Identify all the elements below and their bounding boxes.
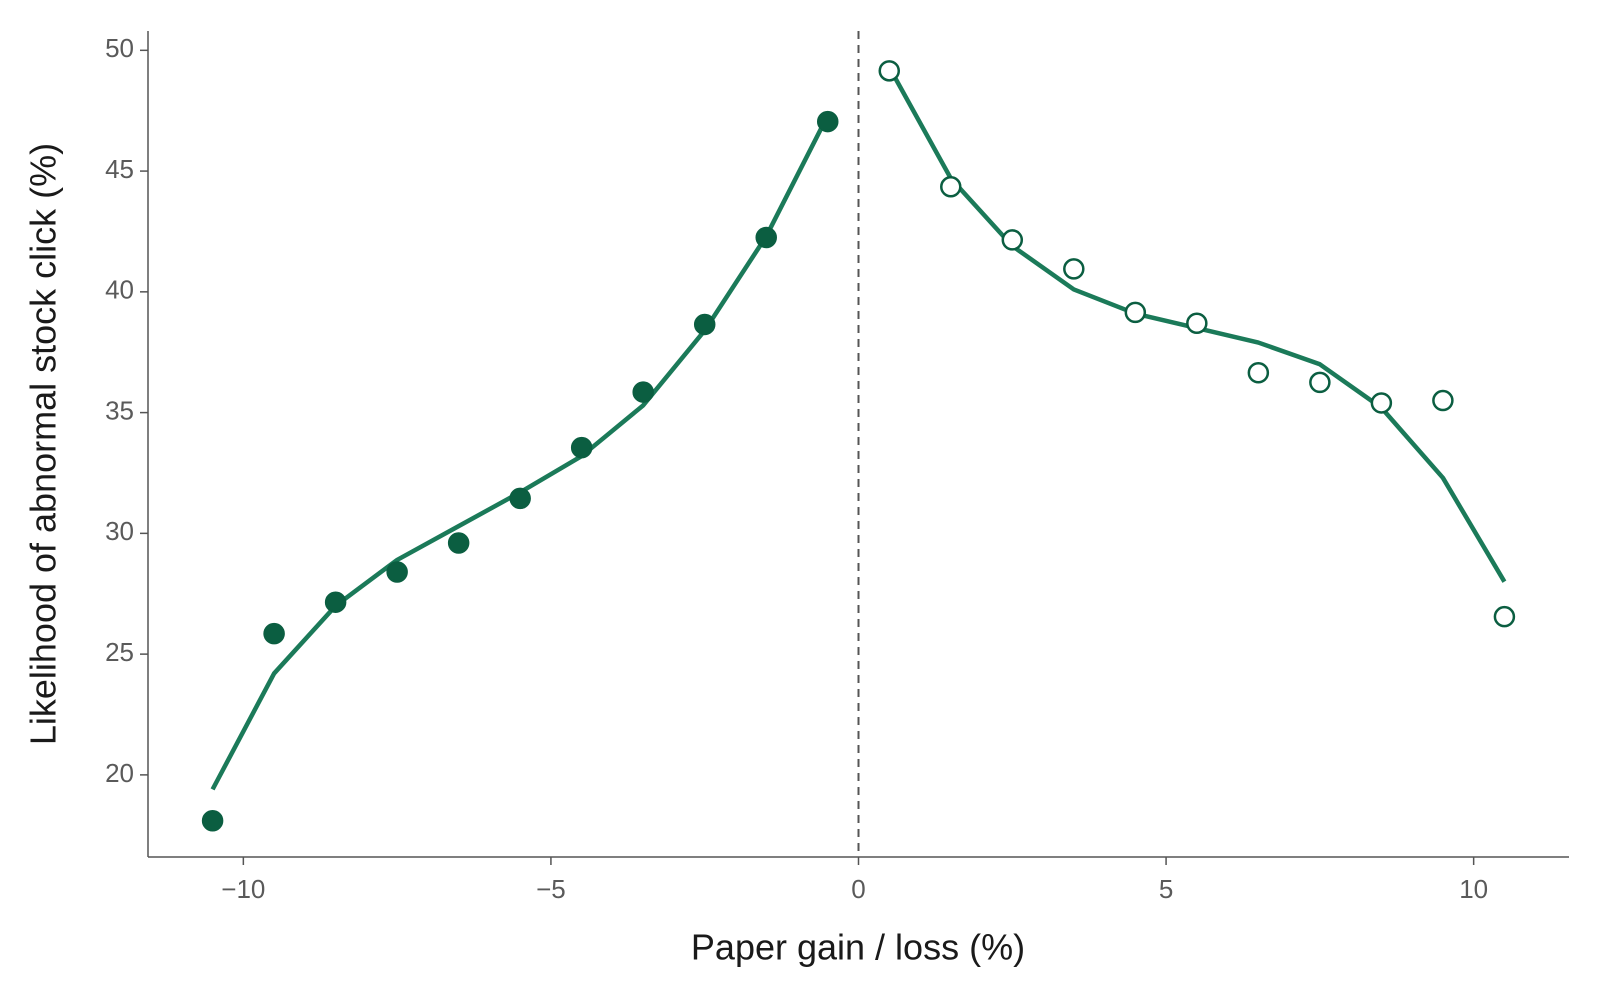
data-point bbox=[1001, 229, 1024, 251]
data-point bbox=[1370, 392, 1393, 414]
y-axis-label: Likelihood of abnormal stock click (%) bbox=[23, 143, 64, 745]
data-point bbox=[1493, 605, 1516, 628]
y-tick-label: 20 bbox=[105, 758, 134, 788]
data-point bbox=[570, 436, 593, 459]
data-point bbox=[1247, 362, 1270, 384]
data-point bbox=[1063, 258, 1085, 280]
data-point bbox=[940, 176, 962, 198]
data-point bbox=[693, 313, 716, 336]
data-point bbox=[755, 226, 777, 249]
y-tick-label: 30 bbox=[105, 516, 134, 546]
data-point bbox=[509, 487, 531, 510]
data-point bbox=[324, 591, 347, 613]
fit-line bbox=[210, 114, 830, 791]
x-tick-label: −10 bbox=[221, 874, 265, 904]
x-tick-label: −5 bbox=[536, 874, 566, 904]
data-point bbox=[878, 60, 901, 82]
data-point bbox=[263, 622, 285, 645]
data-point bbox=[386, 561, 408, 583]
y-tick-label: 45 bbox=[105, 154, 134, 184]
y-tick-label: 25 bbox=[105, 637, 134, 667]
x-tick-label: 0 bbox=[851, 874, 865, 904]
data-point bbox=[201, 810, 224, 832]
data-point bbox=[816, 110, 839, 133]
data-point bbox=[632, 381, 654, 403]
data-point bbox=[1124, 301, 1147, 324]
data-point bbox=[1309, 371, 1331, 394]
y-tick-label: 40 bbox=[105, 275, 134, 305]
data-point bbox=[1186, 312, 1208, 334]
x-tick-label: 5 bbox=[1159, 874, 1173, 904]
x-tick-label: 10 bbox=[1459, 874, 1488, 904]
data-point bbox=[1432, 389, 1454, 412]
data-point bbox=[447, 532, 470, 554]
x-axis-label: Paper gain / loss (%) bbox=[691, 927, 1025, 968]
y-tick-label: 50 bbox=[105, 33, 134, 63]
y-tick-label: 35 bbox=[105, 395, 134, 425]
